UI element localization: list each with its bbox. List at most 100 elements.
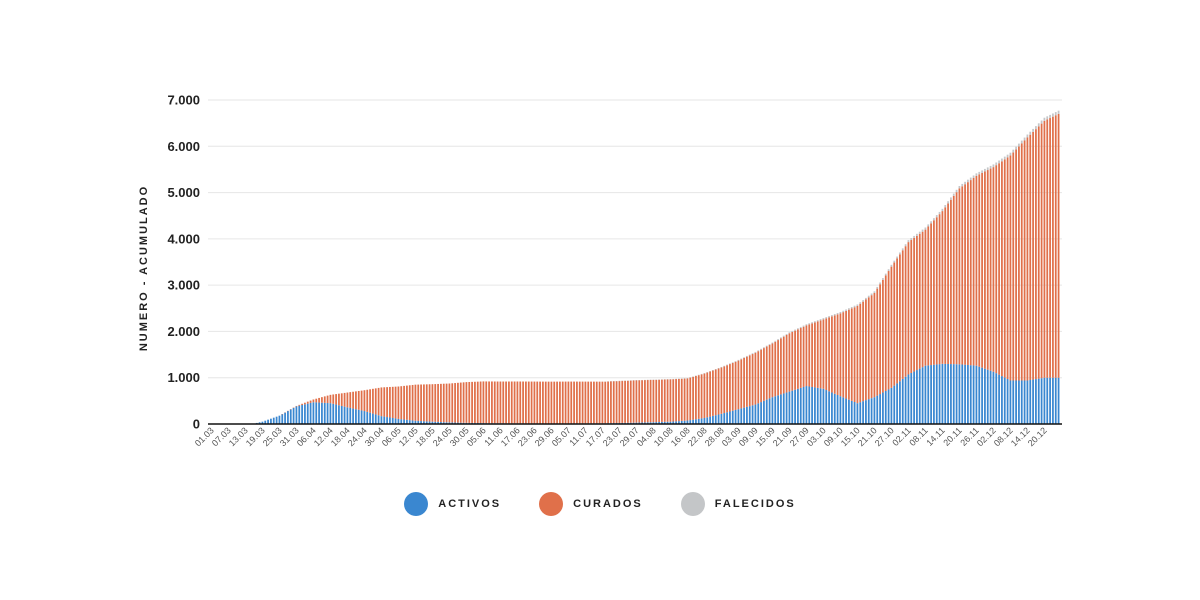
bar-activos [865,400,867,424]
legend-item-curados[interactable]: CURADOS [539,492,643,516]
legend-item-falecidos[interactable]: FALECIDOS [680,492,796,516]
bar-activos [700,418,703,424]
bar-curados [420,384,422,422]
bar-falecidos [873,291,876,294]
bar-curados [457,382,459,423]
bar-falecidos [717,367,720,369]
bar-falecidos [802,325,805,327]
bar-curados [998,163,1000,375]
bar-activos [831,392,833,424]
bar-falecidos [1026,134,1029,138]
bar-curados [1018,146,1020,381]
bar-curados [700,374,703,419]
bar-curados [816,321,819,388]
bar-falecidos [978,171,981,175]
bar-curados [340,393,343,406]
legend-item-activos[interactable]: ACTIVOS [404,492,501,516]
bar-activos [312,402,315,424]
bar-activos [408,420,411,424]
bar-activos [372,413,374,424]
bar-curados [655,379,658,423]
bar-falecidos [726,364,728,366]
bar-activos [275,416,278,424]
bar-curados [372,388,374,414]
bar-falecidos [831,315,833,317]
bar-curados [978,174,981,367]
bar-activos [731,410,734,424]
bar-curados [873,293,876,398]
bar-curados [598,381,601,424]
bar-activos [856,403,859,424]
bar-falecidos [938,211,941,215]
bar-falecidos [882,278,884,280]
bar-curados [952,195,955,365]
bar-curados [448,383,451,423]
bar-curados [434,384,437,422]
bar-falecidos [907,240,910,243]
bar-curados [383,387,386,417]
bar-activos [720,413,723,424]
bar-curados [542,381,544,424]
bar-activos [1037,378,1040,424]
bar-curados [553,381,556,424]
bar-curados [536,381,539,424]
bar-curados [1001,161,1003,377]
bar-activos [986,369,989,424]
bar-activos [661,421,663,424]
bar-falecidos [848,308,850,310]
bar-falecidos [862,300,864,302]
bar-falecidos [984,168,986,172]
bar-activos [828,391,830,424]
bar-curados [865,299,867,401]
bar-activos [751,405,754,424]
legend-swatch-curados [539,492,564,516]
bar-activos [374,414,377,424]
bar-curados [921,231,924,368]
bar-curados [321,397,323,403]
bar-curados [482,381,485,424]
bar-activos [1040,378,1043,424]
bar-curados [1037,126,1040,379]
bar-curados [967,182,969,365]
bar-curados [298,404,301,406]
bar-activos [814,387,816,424]
bar-activos [836,394,839,424]
bar-curados [935,217,938,365]
bar-curados [916,235,918,371]
bar-falecidos [833,314,836,316]
bar-activos [695,419,697,424]
bar-curados [989,168,992,371]
bar-curados [1032,131,1034,380]
bar-activos [1020,380,1023,424]
bar-falecidos [788,332,791,334]
bar-curados [349,392,352,408]
bar-curados [774,341,777,397]
bar-curados [499,381,502,424]
bar-activos [969,365,972,424]
bar-falecidos [799,326,802,329]
bar-curados [306,401,309,404]
bar-activos [306,403,309,424]
bar-curados [666,379,669,422]
bar-activos [292,407,295,424]
bar-curados [493,381,496,424]
bar-activos [910,373,913,424]
bar-curados [576,381,578,424]
bar-curados [754,352,757,405]
bar-curados [547,381,550,424]
bar-curados [544,381,547,424]
bar-activos [406,419,408,424]
bar-falecidos [856,304,859,306]
bar-curados [343,392,346,407]
bar-activos [363,411,366,424]
bar-falecidos [964,181,966,185]
bar-falecidos [777,339,779,341]
bar-activos [743,407,745,424]
bar-curados [462,382,465,423]
bar-curados [1015,149,1017,381]
bar-activos [780,394,782,424]
bar-curados [760,349,762,403]
bar-activos [1026,380,1029,424]
bar-activos [437,421,439,424]
bar-curados [394,386,397,419]
